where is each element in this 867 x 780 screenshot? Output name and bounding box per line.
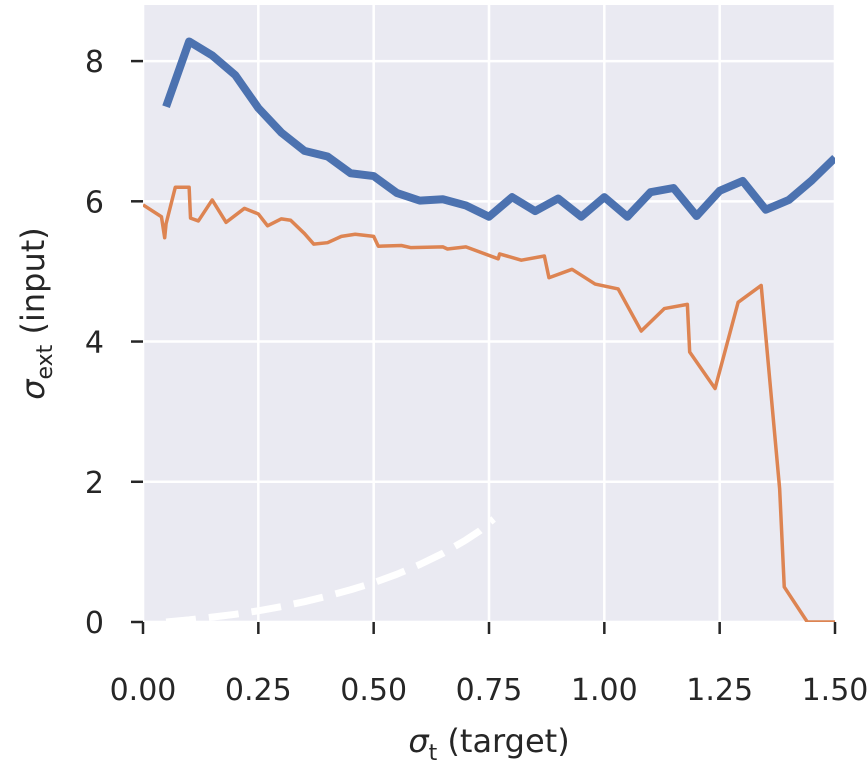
x-axis-label-symbol: σ xyxy=(408,722,430,760)
y-axis-label-subscript: ext xyxy=(33,344,58,379)
x-tick-label: 0.75 xyxy=(456,673,523,708)
y-axis-label-text: (input) xyxy=(14,227,52,344)
y-tick-label: 4 xyxy=(85,326,104,361)
y-tick-label: 0 xyxy=(85,606,104,641)
x-tick-label: 0.50 xyxy=(340,673,407,708)
series-layer xyxy=(143,37,835,622)
x-axis-label-subscript: t xyxy=(429,741,438,766)
y-axis-ticks: 0 2 4 6 8 xyxy=(85,45,143,641)
series-line-2 xyxy=(143,185,835,622)
x-axis-label-text: (target) xyxy=(437,722,569,760)
y-axis-label: σext (input) xyxy=(14,227,58,400)
series-line-3 xyxy=(165,516,496,622)
y-axis-label-symbol: σ xyxy=(14,378,52,400)
x-tick-label: 1.50 xyxy=(802,673,867,708)
series-line-1 xyxy=(162,37,835,221)
y-tick-label: 6 xyxy=(85,185,104,220)
x-axis-ticks: 0.00 0.25 0.50 0.75 1.00 1.25 1.50 xyxy=(110,622,867,708)
y-tick-label: 8 xyxy=(85,45,104,80)
x-tick-label: 1.25 xyxy=(686,673,753,708)
x-tick-label: 0.00 xyxy=(110,673,177,708)
x-tick-label: 1.00 xyxy=(571,673,638,708)
y-tick-label: 2 xyxy=(85,466,104,501)
x-axis-label: σt (target) xyxy=(408,722,569,766)
x-tick-label: 0.25 xyxy=(225,673,292,708)
